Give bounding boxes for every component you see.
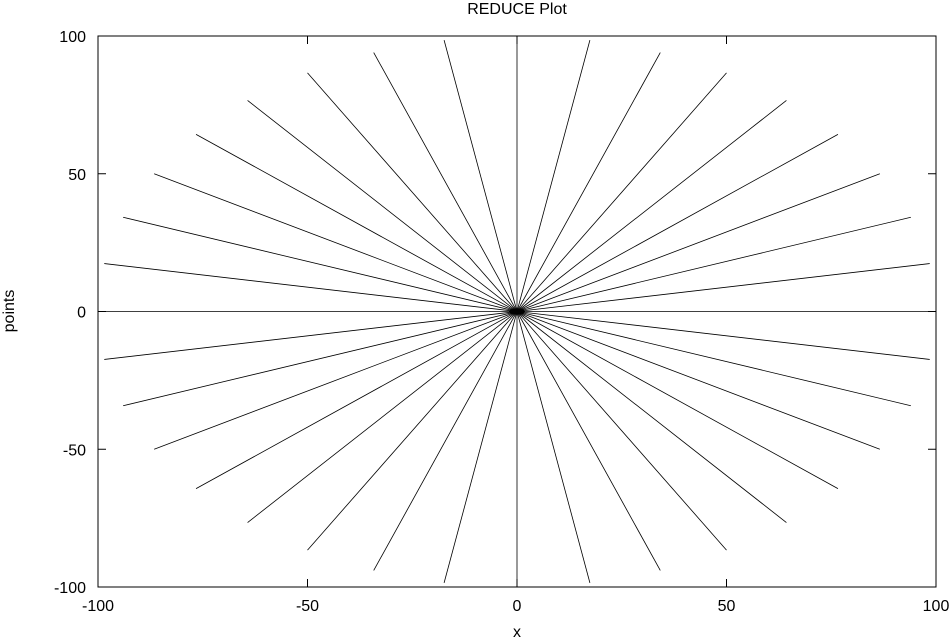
series-line-1	[516, 40, 591, 312]
series-line-11	[516, 311, 911, 407]
series-line-5	[516, 133, 839, 312]
series-line-20	[373, 311, 518, 571]
series-line-6	[516, 173, 880, 312]
chart-title: REDUCE Plot	[467, 1, 567, 18]
y-tick-label-0: -100	[54, 580, 86, 597]
x-tick-label-1: -50	[296, 598, 319, 615]
series-line-34	[373, 52, 518, 312]
series-line-8	[516, 263, 930, 312]
series-line-22	[247, 311, 518, 523]
x-tick-label-0: -100	[82, 598, 114, 615]
series-line-30	[154, 173, 518, 312]
x-axis-ticks: -100 -50 0 50 100	[82, 36, 949, 615]
series-line-4	[516, 100, 787, 312]
series-line-19	[443, 311, 518, 583]
series-line-32	[247, 100, 518, 312]
y-axis-label: points	[1, 290, 18, 333]
y-tick-label-4: 100	[59, 29, 86, 46]
y-tick-label-3: 50	[68, 167, 86, 184]
series-line-17	[516, 311, 591, 583]
series-line-31	[195, 133, 518, 312]
series-line-33	[307, 72, 518, 312]
series-line-21	[307, 311, 518, 551]
series-line-24	[154, 311, 518, 450]
y-tick-label-2: 0	[77, 305, 86, 322]
series-line-13	[516, 311, 839, 490]
x-tick-label-3: 50	[718, 598, 736, 615]
x-tick-label-4: 100	[923, 598, 949, 615]
series-group	[98, 36, 936, 587]
series-line-12	[516, 311, 880, 450]
series-line-35	[443, 40, 518, 312]
series-line-26	[104, 311, 518, 360]
series-line-10	[516, 311, 930, 360]
series-line-2	[516, 52, 661, 312]
x-tick-label-2: 0	[513, 598, 522, 615]
series-line-7	[516, 216, 911, 312]
series-line-23	[195, 311, 518, 490]
x-axis-label: x	[513, 624, 521, 640]
y-tick-label-1: -50	[63, 442, 86, 459]
series-line-25	[123, 311, 518, 407]
series-line-15	[516, 311, 727, 551]
series-line-3	[516, 72, 727, 312]
series-center-mark	[509, 308, 525, 315]
series-line-14	[516, 311, 787, 523]
series-line-28	[104, 263, 518, 312]
series-line-16	[516, 311, 661, 571]
series-line-29	[123, 216, 518, 312]
y-axis-ticks: -100 -50 0 50 100	[54, 29, 936, 597]
